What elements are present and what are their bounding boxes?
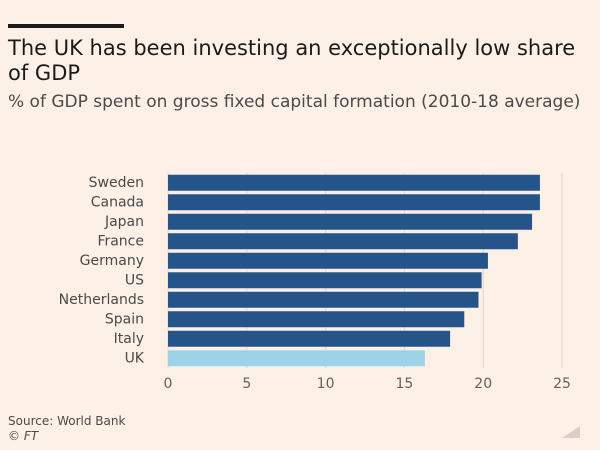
category-label: Sweden — [89, 175, 144, 191]
category-label: Canada — [91, 194, 144, 210]
bar — [168, 330, 451, 347]
category-label: US — [125, 272, 144, 288]
x-tick-label: 0 — [164, 376, 173, 392]
category-label: Japan — [104, 214, 144, 230]
bar — [168, 213, 533, 230]
bar — [168, 233, 518, 250]
chart-title: The UK has been investing an exceptional… — [8, 36, 576, 85]
category-label: Italy — [114, 331, 144, 347]
x-tick-label: 5 — [242, 376, 251, 392]
x-tick-label: 25 — [553, 376, 571, 392]
bar — [168, 194, 540, 211]
chart-subtitle: % of GDP spent on gross fixed capital fo… — [8, 92, 581, 112]
bar — [168, 311, 465, 328]
bar — [168, 272, 482, 289]
copyright-note: © FT — [8, 429, 39, 443]
title-rule — [8, 24, 124, 28]
category-label: Spain — [105, 311, 144, 327]
category-label: Netherlands — [59, 292, 144, 308]
x-tick-label: 20 — [474, 376, 492, 392]
category-label: UK — [125, 350, 145, 366]
resize-corner-icon — [562, 426, 580, 438]
bar — [168, 252, 488, 269]
bar — [168, 174, 540, 191]
bar-chart: Sweden Canada Japan France Germany US Netherla… — [59, 173, 571, 392]
category-label: Germany — [80, 253, 144, 269]
bar — [168, 350, 425, 367]
category-label: France — [97, 233, 144, 249]
x-tick-label: 10 — [317, 376, 335, 392]
bar — [168, 291, 479, 308]
chart-footer: Source: World Bank © FT — [8, 414, 125, 444]
x-tick-label: 15 — [395, 376, 413, 392]
source-note: Source: World Bank — [8, 414, 126, 428]
